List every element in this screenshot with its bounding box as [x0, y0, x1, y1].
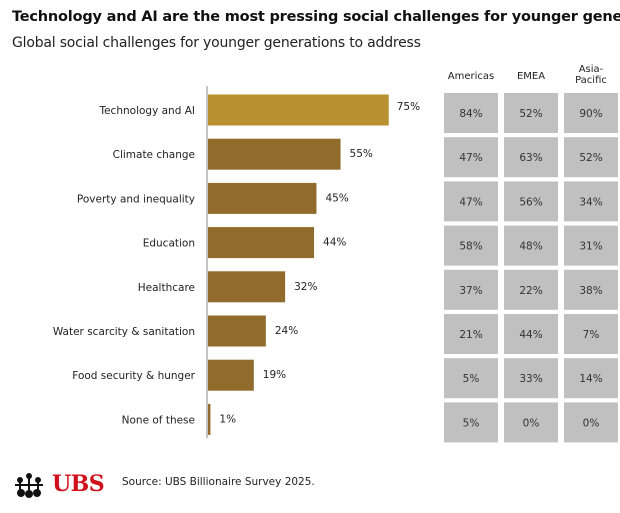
- value-label: 75%: [397, 101, 420, 113]
- table-cell: [564, 314, 618, 354]
- table-cell-value: 7%: [583, 329, 600, 341]
- value-label: 44%: [323, 237, 346, 249]
- table-cell: [444, 402, 498, 443]
- value-label: 1%: [219, 413, 236, 425]
- bar: [208, 182, 317, 214]
- table-cell-value: 63%: [519, 152, 542, 164]
- table-cell-value: 21%: [459, 329, 482, 341]
- table-cell: [564, 358, 618, 399]
- table-cell-value: 22%: [519, 285, 542, 297]
- value-label: 19%: [263, 369, 286, 381]
- source-note: Source: UBS Billionaire Survey 2025.: [122, 476, 315, 488]
- table-cell-value: 14%: [579, 373, 602, 385]
- keys-icon: [15, 473, 43, 498]
- table-cell: [564, 93, 618, 133]
- table-cell-value: 84%: [459, 108, 482, 120]
- bar: [208, 227, 315, 259]
- table-cell: [504, 225, 558, 266]
- table-cell-value: 47%: [459, 152, 482, 164]
- table-cell: [564, 402, 618, 443]
- table-cell: [504, 137, 558, 178]
- category-label: Technology and AI: [98, 105, 195, 117]
- table-cell: [444, 358, 498, 399]
- value-label: 32%: [294, 281, 317, 293]
- table-cell: [504, 181, 558, 222]
- table-cell: [504, 358, 558, 399]
- ubs-logo: UBS: [12, 470, 105, 498]
- table-cell-value: 33%: [519, 373, 542, 385]
- table-cell-value: 5%: [463, 417, 480, 429]
- category-label: Education: [143, 238, 195, 250]
- table-column-header: Asia-Pacific: [575, 64, 607, 86]
- bar: [208, 138, 341, 170]
- bar: [208, 315, 266, 347]
- chart-title: Technology and AI are the most pressing …: [12, 9, 620, 25]
- table-cell: [444, 93, 498, 133]
- bar: [208, 94, 389, 126]
- chart-subtitle: Global social challenges for younger gen…: [12, 35, 421, 51]
- table-cell: [504, 402, 558, 443]
- table-cell-value: 31%: [579, 241, 602, 253]
- table-cell: [564, 181, 618, 222]
- table-cell-value: 48%: [519, 241, 542, 253]
- table-cell: [504, 93, 558, 133]
- table-cell-value: 38%: [579, 285, 602, 297]
- bar: [208, 403, 211, 435]
- category-label: Water scarcity & sanitation: [53, 326, 195, 338]
- table-column-header: EMEA: [517, 71, 545, 82]
- table-cell-value: 44%: [519, 329, 542, 341]
- table-cell-value: 52%: [579, 152, 602, 164]
- value-label: 45%: [325, 192, 348, 204]
- table-cell-value: 5%: [463, 373, 480, 385]
- table-cell: [444, 314, 498, 354]
- table-cell-value: 90%: [579, 108, 602, 120]
- table-cell-value: 0%: [583, 417, 600, 429]
- category-label: Poverty and inequality: [77, 193, 195, 205]
- table-cell-value: 58%: [459, 241, 482, 253]
- table-cell: [444, 225, 498, 266]
- bar: [208, 359, 254, 391]
- table-cell: [444, 269, 498, 310]
- table-cell: [564, 269, 618, 310]
- value-label: 24%: [275, 325, 298, 337]
- table-cell: [564, 225, 618, 266]
- category-label: Climate change: [113, 149, 195, 161]
- table-cell-value: 34%: [579, 196, 602, 208]
- table-cell: [564, 137, 618, 178]
- table-cell-value: 56%: [519, 196, 542, 208]
- logo-text: UBS: [52, 471, 105, 497]
- table-cell-value: 37%: [459, 285, 482, 297]
- table-cell: [504, 314, 558, 354]
- value-label: 55%: [350, 148, 373, 160]
- category-label: None of these: [122, 414, 195, 426]
- table-cell: [444, 181, 498, 222]
- category-label: Healthcare: [138, 282, 195, 294]
- table-cell-value: 52%: [519, 108, 542, 120]
- table-column-header: Americas: [448, 71, 494, 82]
- table-cell-value: 0%: [523, 417, 540, 429]
- category-label: Food security & hunger: [72, 370, 195, 382]
- table-cell: [444, 137, 498, 178]
- table-cell: [504, 269, 558, 310]
- table-cell-value: 47%: [459, 196, 482, 208]
- bar: [208, 271, 286, 303]
